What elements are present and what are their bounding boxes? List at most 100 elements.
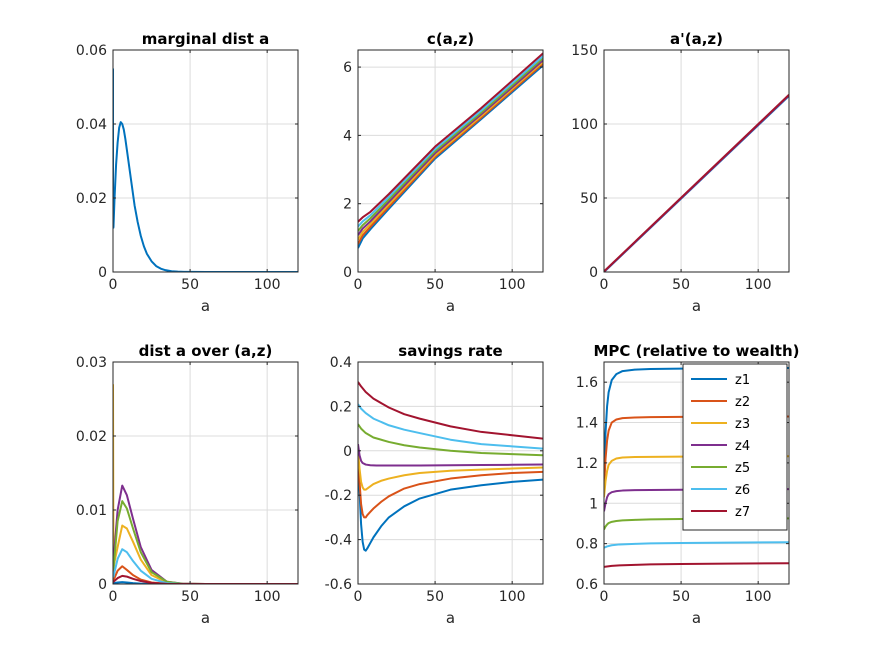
chart-title: dist a over (a,z) — [139, 342, 273, 360]
x-axis-label: a — [692, 609, 701, 627]
x-tick-label: 100 — [254, 589, 281, 605]
series-line-z3 — [358, 450, 543, 491]
series-line-z4 — [358, 444, 543, 467]
x-axis-label: a — [692, 297, 701, 315]
series-line-z5 — [358, 57, 543, 232]
x-tick-label: 0 — [354, 277, 363, 293]
y-tick-label: 0.2 — [330, 399, 352, 415]
x-axis-label: a — [446, 609, 455, 627]
y-tick-label: 0 — [343, 265, 352, 281]
x-tick-label: 50 — [672, 277, 690, 293]
y-tick-label: 4 — [343, 128, 352, 144]
x-tick-label: 0 — [600, 277, 609, 293]
x-tick-label: 0 — [109, 277, 118, 293]
legend-label-z3: z3 — [735, 417, 750, 432]
series-line-z7 — [358, 52, 543, 223]
series-group — [113, 384, 298, 584]
y-tick-label: 1.2 — [576, 456, 598, 472]
y-tick-label: -0.2 — [325, 488, 352, 504]
series-line-z7 — [604, 93, 789, 272]
y-tick-label: 0.06 — [76, 43, 107, 59]
chart-title: marginal dist a — [142, 30, 270, 48]
plot-area — [604, 50, 789, 272]
x-axis-label: a — [446, 297, 455, 315]
x-tick-label: 100 — [254, 277, 281, 293]
y-tick-label: 1 — [589, 496, 598, 512]
axes-box — [112, 49, 299, 273]
y-tick-label: 0.01 — [76, 503, 107, 519]
y-tick-label: -0.4 — [325, 533, 352, 549]
series-line-z2 — [113, 554, 298, 584]
series-group — [604, 93, 789, 272]
subplot-savings: 0 50 100 -0.6 -0.4 -0.2 0 0.2 0.4 savings rate a — [325, 342, 544, 627]
y-tick-label: 50 — [580, 191, 598, 207]
y-tick-label: 0.02 — [76, 191, 107, 207]
y-tick-label: 2 — [343, 197, 352, 213]
series-group — [358, 381, 543, 552]
y-tick-label: 0 — [343, 444, 352, 460]
legend-label-z5: z5 — [735, 461, 750, 476]
y-tick-label: 1.4 — [576, 416, 598, 432]
y-tick-label: 0.8 — [576, 537, 598, 553]
series-line-z6 — [604, 541, 789, 549]
chart-title: a'(a,z) — [670, 30, 723, 48]
x-tick-label: 50 — [181, 277, 199, 293]
y-tick-label: 150 — [571, 43, 598, 59]
legend-box — [682, 363, 788, 531]
legend: z1 z2 z3 z4 z5 z6 z7 — [682, 363, 788, 531]
chart-title: c(a,z) — [427, 30, 474, 48]
x-tick-label: 0 — [109, 589, 118, 605]
series-line-z1 — [358, 450, 543, 552]
axes-box — [112, 361, 299, 585]
subplot-mpc: 0 50 100 0.6 0.8 1 1.2 1.4 1.6 MPC (relative to w… — [576, 342, 800, 627]
subplot-joint: 0 50 100 0 0.01 0.02 0.03 dist a over (a,z) a — [76, 342, 299, 627]
x-axis-label: a — [201, 297, 210, 315]
x-axis-label: a — [201, 609, 210, 627]
y-tick-label: 1.6 — [576, 375, 598, 391]
y-tick-label: 6 — [343, 60, 352, 76]
series-line-z3 — [358, 61, 543, 241]
series-line-z4 — [358, 59, 543, 236]
series-line-z5 — [358, 423, 543, 457]
chart-title: savings rate — [398, 342, 502, 360]
series-line-z7 — [604, 562, 789, 568]
x-tick-label: 100 — [499, 589, 526, 605]
series-line-z6 — [113, 548, 298, 584]
x-tick-label: 100 — [499, 277, 526, 293]
subplot-consumption: 0 50 100 0 2 4 6 c(a,z) a — [343, 30, 544, 315]
axes-box — [603, 49, 790, 273]
series-line-z1 — [113, 580, 298, 584]
y-tick-label: 0.6 — [576, 577, 598, 593]
series-line-z6 — [358, 55, 543, 228]
y-tick-label: 0 — [98, 265, 107, 281]
x-tick-label: 50 — [181, 589, 199, 605]
y-tick-label: 0.02 — [76, 429, 107, 445]
y-tick-label: 0.03 — [76, 355, 107, 371]
x-tick-label: 0 — [600, 589, 609, 605]
y-tick-label: 100 — [571, 117, 598, 133]
legend-label-z2: z2 — [735, 395, 750, 410]
axes-box — [603, 361, 790, 585]
legend-label-z1: z1 — [735, 373, 750, 388]
axes-box — [357, 361, 544, 585]
series-line-z7 — [113, 574, 298, 584]
series-line-z6 — [358, 403, 543, 450]
series-group — [358, 52, 543, 249]
series-line-z1 — [358, 64, 543, 249]
y-tick-label: 0 — [98, 577, 107, 593]
legend-label-z7: z7 — [735, 505, 750, 520]
series-line-z2 — [358, 62, 543, 245]
y-tick-label: 0.4 — [330, 355, 352, 371]
subplot-aprime: 0 50 100 0 50 100 150 a'(a,z) a — [571, 30, 790, 315]
x-tick-label: 0 — [354, 589, 363, 605]
x-tick-label: 50 — [426, 277, 444, 293]
series-line-z2 — [358, 450, 543, 519]
y-tick-label: -0.6 — [325, 577, 352, 593]
x-tick-label: 100 — [745, 589, 772, 605]
x-tick-label: 50 — [672, 589, 690, 605]
y-tick-label: 0 — [589, 265, 598, 281]
axes-box — [357, 49, 544, 273]
series-line-z7 — [358, 381, 543, 440]
